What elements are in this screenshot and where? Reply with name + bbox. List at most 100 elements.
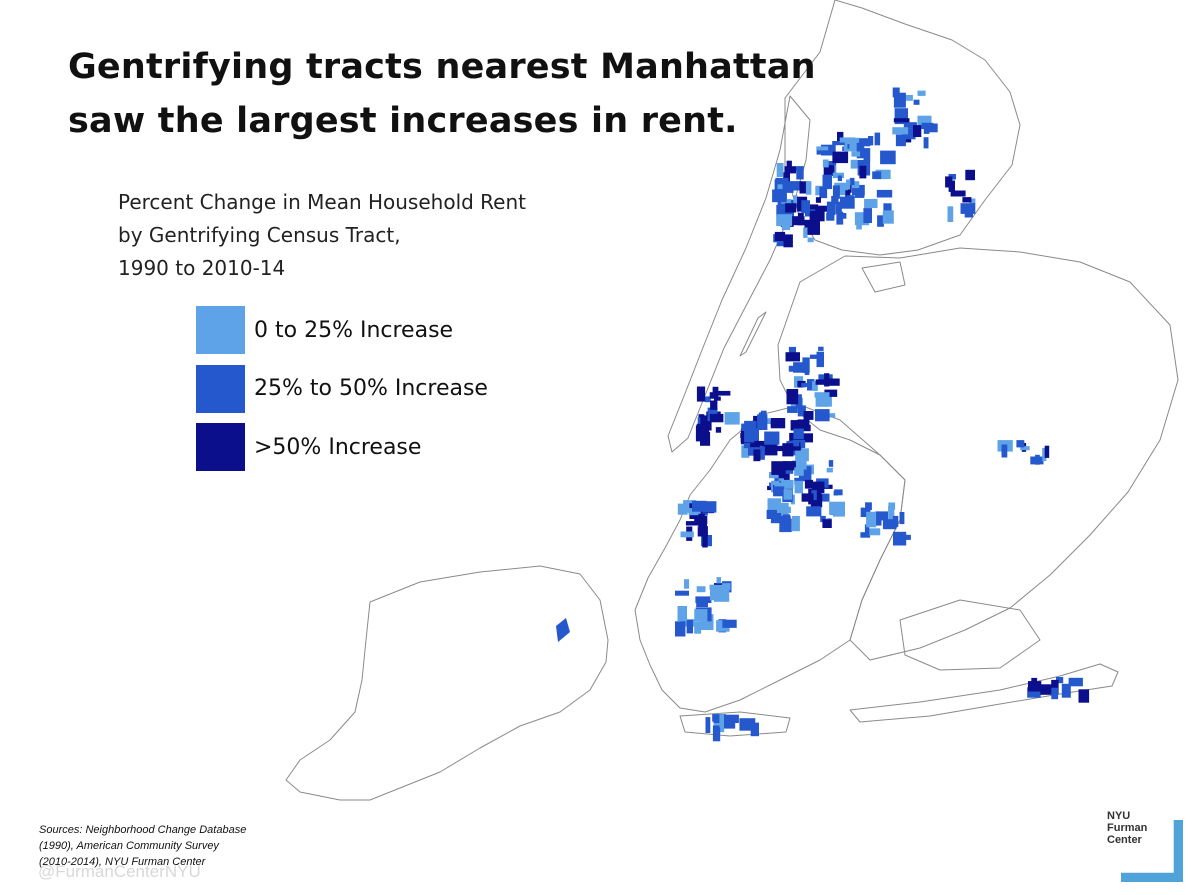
tract-58 bbox=[841, 213, 847, 219]
tract-123 bbox=[960, 203, 976, 214]
tract-76 bbox=[840, 196, 855, 209]
tract-265 bbox=[724, 412, 740, 425]
tract-77 bbox=[832, 185, 840, 199]
tract-248 bbox=[822, 519, 832, 528]
tract-195 bbox=[757, 414, 768, 430]
gentrifying-tracts bbox=[556, 87, 1090, 742]
tract-335 bbox=[888, 502, 896, 510]
tract-329 bbox=[899, 512, 905, 525]
tract-366 bbox=[1051, 679, 1059, 695]
tract-72 bbox=[849, 177, 855, 185]
tract-119 bbox=[923, 128, 930, 134]
tract-90 bbox=[859, 165, 867, 179]
subtitle-line-1: Percent Change in Mean Household Rent bbox=[118, 190, 526, 214]
tract-320 bbox=[694, 609, 708, 622]
tract-18 bbox=[793, 195, 798, 204]
twitter-handle: @FurmanCenterNYU bbox=[38, 862, 201, 881]
tract-273 bbox=[710, 400, 718, 410]
tract-275 bbox=[696, 386, 706, 402]
tract-351 bbox=[724, 714, 739, 723]
tract-185 bbox=[791, 446, 801, 451]
tract-48 bbox=[874, 132, 881, 146]
tract-249 bbox=[834, 489, 843, 496]
tract-154 bbox=[801, 382, 817, 387]
title-line-1: Gentrifying tracts nearest Manhattan bbox=[68, 47, 816, 87]
tract-368 bbox=[1028, 681, 1042, 692]
tract-233 bbox=[783, 471, 790, 482]
tract-15 bbox=[804, 219, 820, 235]
tract-237 bbox=[812, 481, 825, 494]
tract-246 bbox=[811, 490, 817, 501]
tract-196 bbox=[758, 412, 765, 419]
tract-298 bbox=[685, 521, 700, 526]
tract-230 bbox=[832, 511, 845, 517]
tract-231 bbox=[776, 506, 791, 513]
tract-204 bbox=[820, 515, 826, 523]
tract-109 bbox=[913, 99, 920, 105]
tract-278 bbox=[709, 413, 724, 423]
tract-169 bbox=[741, 445, 750, 458]
tract-178 bbox=[793, 428, 804, 440]
tract-173 bbox=[796, 419, 801, 425]
tract-27 bbox=[786, 160, 792, 171]
queens-outline bbox=[777, 247, 1179, 661]
tract-30 bbox=[777, 184, 783, 190]
title-line-2: saw the largest increases in rent. bbox=[68, 101, 738, 141]
tract-361 bbox=[750, 722, 759, 737]
tract-328 bbox=[872, 517, 882, 526]
tract-111 bbox=[895, 134, 906, 147]
subtitle-line-2: by Gentrifying Census Tract, bbox=[118, 223, 401, 247]
tract-20 bbox=[805, 181, 812, 195]
tract-342 bbox=[1035, 454, 1040, 465]
tract-317 bbox=[684, 579, 690, 589]
tract-23 bbox=[803, 227, 808, 238]
tract-347 bbox=[1001, 444, 1008, 458]
tract-339 bbox=[893, 531, 907, 546]
tract-326 bbox=[868, 528, 881, 536]
nyu-furman-logo: NYU Furman Center bbox=[1103, 806, 1183, 882]
tract-367 bbox=[1068, 677, 1083, 687]
tract-362 bbox=[1056, 677, 1064, 684]
legend-label-low: 0 to 25% Increase bbox=[254, 317, 454, 343]
tract-127 bbox=[947, 206, 954, 222]
tract-36 bbox=[808, 204, 819, 210]
tract-176 bbox=[795, 448, 809, 462]
tract-370 bbox=[1040, 684, 1054, 695]
tract-148 bbox=[802, 357, 810, 373]
tract-126 bbox=[964, 208, 973, 218]
tract-359 bbox=[719, 714, 724, 728]
tract-295 bbox=[698, 513, 705, 524]
tract-264 bbox=[704, 396, 711, 403]
tract-155 bbox=[812, 381, 818, 391]
tract-22 bbox=[776, 163, 784, 177]
tract-256 bbox=[804, 479, 813, 489]
tract-236 bbox=[783, 461, 796, 471]
tract-125 bbox=[945, 176, 953, 188]
tract-322 bbox=[722, 619, 737, 628]
tract-31 bbox=[785, 203, 797, 213]
tract-13 bbox=[787, 181, 802, 191]
tract-75 bbox=[872, 171, 882, 180]
tract-110 bbox=[923, 137, 929, 149]
tract-78 bbox=[822, 174, 832, 190]
tract-353 bbox=[712, 725, 721, 742]
tract-59 bbox=[875, 169, 891, 180]
tract-116 bbox=[893, 118, 910, 123]
tract-69 bbox=[819, 186, 828, 199]
tract-115 bbox=[925, 123, 938, 133]
tract-179 bbox=[740, 433, 746, 443]
tract-53 bbox=[826, 212, 835, 221]
tract-149 bbox=[827, 378, 840, 386]
tract-40 bbox=[837, 131, 844, 143]
tract-49 bbox=[831, 195, 839, 204]
tract-89 bbox=[832, 151, 849, 164]
tract-131 bbox=[824, 389, 838, 397]
tract-314 bbox=[675, 590, 689, 596]
tract-184 bbox=[769, 445, 785, 452]
tract-299 bbox=[692, 500, 707, 512]
tract-348 bbox=[1044, 445, 1050, 458]
tract-63 bbox=[851, 181, 860, 189]
tract-254 bbox=[794, 467, 804, 476]
tract-321 bbox=[696, 600, 708, 608]
tract-137 bbox=[795, 394, 802, 409]
